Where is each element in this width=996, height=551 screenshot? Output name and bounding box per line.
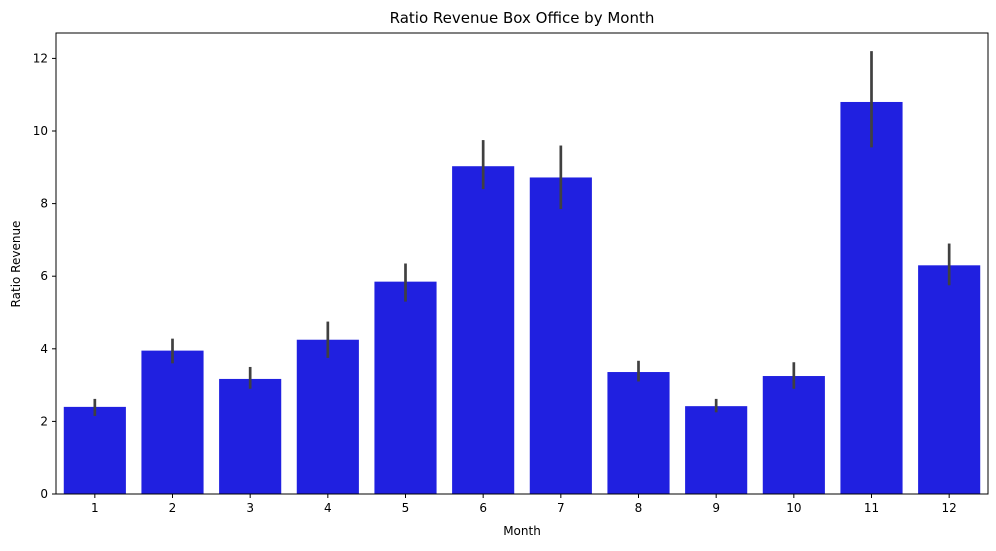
bar-month-3 (219, 378, 282, 494)
bar-month-8 (607, 372, 670, 494)
plot-area-frame (55, 32, 989, 495)
error-bars-layer (93, 51, 951, 416)
y-tick-label: 2 (40, 414, 48, 428)
bar-month-5 (374, 281, 437, 494)
bar-month-9 (685, 406, 748, 494)
y-tick-label: 0 (40, 487, 48, 501)
y-tick-label: 8 (40, 197, 48, 211)
bar-month-4 (296, 339, 359, 494)
y-tick-label: 10 (33, 124, 48, 138)
x-tick-label: 11 (864, 501, 879, 515)
x-tick-label: 5 (402, 501, 410, 515)
x-tick-label: 8 (635, 501, 643, 515)
bar-month-7 (529, 177, 592, 494)
y-axis-label: Ratio Revenue (9, 221, 23, 308)
x-tick-label: 7 (557, 501, 565, 515)
bars-layer (63, 101, 981, 494)
bar-month-12 (918, 265, 981, 494)
x-tick-label: 3 (246, 501, 254, 515)
bar-month-1 (63, 406, 126, 494)
y-tick-label: 4 (40, 342, 48, 356)
x-tick-label: 9 (712, 501, 720, 515)
bar-month-10 (762, 376, 825, 494)
x-tick-label: 6 (479, 501, 487, 515)
x-axis-label: Month (503, 524, 541, 538)
x-tick-label: 2 (169, 501, 177, 515)
chart-title: Ratio Revenue Box Office by Month (390, 9, 655, 27)
y-tick-label: 12 (33, 51, 48, 65)
y-axis-ticks: 0 2 4 6 8 10 12 (33, 51, 56, 501)
x-tick-label: 12 (942, 501, 957, 515)
x-axis-ticks: 1 2 3 4 5 6 7 8 9 10 11 12 (91, 494, 957, 515)
bar-month-2 (141, 350, 204, 494)
x-tick-label: 1 (91, 501, 99, 515)
bar-month-6 (452, 166, 515, 494)
bar-month-11 (840, 101, 903, 494)
x-tick-label: 4 (324, 501, 332, 515)
x-tick-label: 10 (786, 501, 801, 515)
y-tick-label: 6 (40, 269, 48, 283)
